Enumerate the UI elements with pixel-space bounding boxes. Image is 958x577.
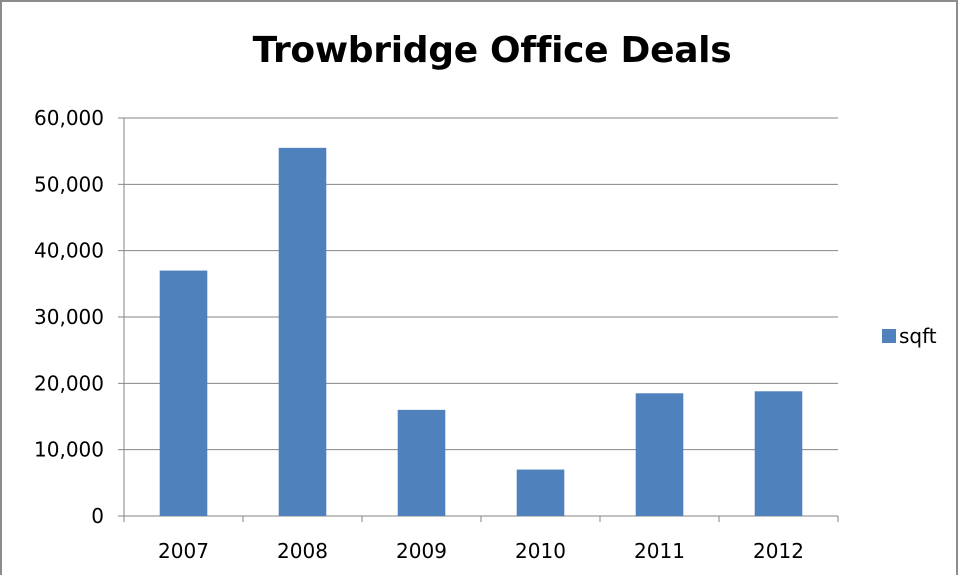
x-tick-label: 2012 — [753, 539, 804, 563]
x-tick-label: 2010 — [515, 539, 566, 563]
y-tick-label: 50,000 — [34, 172, 104, 196]
y-tick-label: 0 — [91, 504, 104, 528]
legend: sqft — [882, 324, 937, 348]
bar-2007 — [159, 270, 208, 516]
y-tick-label: 20,000 — [34, 371, 104, 395]
x-tick-label: 2011 — [634, 539, 685, 563]
y-tick-label: 30,000 — [34, 305, 104, 329]
legend-label: sqft — [899, 324, 937, 348]
bar-2008 — [278, 147, 327, 516]
bar-2010 — [516, 469, 565, 516]
x-tick-label: 2007 — [158, 539, 209, 563]
x-tick-label: 2008 — [277, 539, 328, 563]
bar-2011 — [635, 393, 684, 516]
bar-2012 — [754, 391, 803, 516]
bar-2009 — [397, 409, 446, 516]
y-tick-label: 40,000 — [34, 239, 104, 263]
legend-swatch — [882, 329, 896, 343]
x-tick-label: 2009 — [396, 539, 447, 563]
y-tick-label: 60,000 — [34, 106, 104, 130]
chart-title: Trowbridge Office Deals — [252, 30, 732, 71]
y-tick-label: 10,000 — [34, 438, 104, 462]
